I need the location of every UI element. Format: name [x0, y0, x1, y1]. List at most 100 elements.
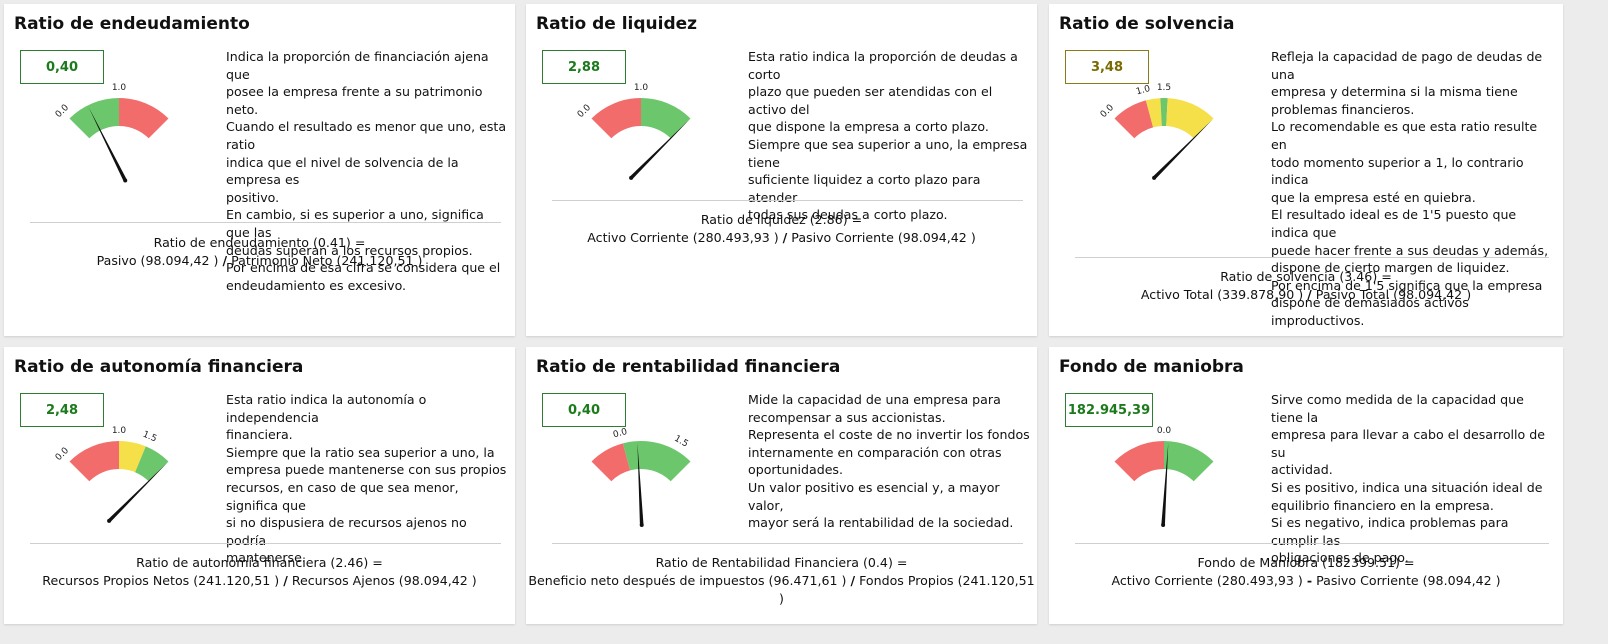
- card-title: Ratio de endeudamiento: [14, 14, 250, 34]
- value-box: 2,48: [20, 393, 104, 427]
- description: Indica la proporción de financiación aje…: [226, 48, 508, 294]
- description-line: Mide la capacidad de una empresa para: [748, 392, 1001, 407]
- description-line: Refleja la capacidad de pago de deudas d…: [1271, 49, 1543, 82]
- divider: [552, 200, 1023, 201]
- card-ratio-endeudamiento: Ratio de endeudamiento 0,40 0.0 1.0 Indic…: [4, 4, 515, 336]
- formula-line2: Beneficio neto después de impuestos (96.…: [526, 572, 1037, 608]
- description-line: oportunidades.: [748, 462, 844, 478]
- formula-right: Patrimonio Neto (241.120,51 ): [231, 253, 423, 268]
- formula-operator: /: [1307, 287, 1312, 302]
- card-ratio-autonomia-financiera: Ratio de autonomía financiera 2,48 0.0 1.…: [4, 347, 515, 624]
- gauge-tick-label: 1.0: [1135, 84, 1152, 97]
- description-line: Un valor positivo es esencial y, a mayor…: [748, 479, 1000, 513]
- description-line: dispone de cierto margen de liquidez.: [1271, 260, 1510, 276]
- formula-line2: Activo Corriente (280.493,93 ) - Pasivo …: [1049, 572, 1563, 590]
- formula-line2: Recursos Propios Netos (241.120,51 ) / R…: [4, 572, 515, 590]
- card-title: Fondo de maniobra: [1059, 357, 1244, 377]
- description-line: plazo que pueden ser atendidas con el ac…: [748, 84, 993, 117]
- gauge-band: [1166, 98, 1214, 139]
- formula-left: Recursos Propios Netos (241.120,51 ): [42, 573, 280, 588]
- divider: [30, 222, 501, 223]
- gauge-band: [69, 441, 119, 482]
- card-fondo-de-maniobra: Fondo de maniobra 182.945,39 0.0 Sirve c…: [1049, 347, 1563, 624]
- card-title: Ratio de rentabilidad financiera: [536, 357, 841, 377]
- gauge-bands: [591, 441, 691, 482]
- formula-line1: Ratio de Rentabilidad Financiera (0.4) =: [655, 555, 908, 570]
- gauge-bands: [591, 98, 691, 139]
- description-line: actividad.: [1271, 462, 1333, 478]
- gauge-band: [1114, 100, 1154, 139]
- formula-operator: /: [782, 230, 788, 245]
- formula: Ratio de endeudamiento (0.41) = Pasivo (…: [4, 234, 515, 270]
- gauge-band: [119, 98, 169, 139]
- gauge-tick-label: 0.0: [54, 103, 71, 120]
- gauge-chart: 0.0 1.0 1.5: [54, 426, 169, 523]
- description-line: mantenerse.: [226, 550, 306, 566]
- gauge-needle-pointer: [1152, 119, 1213, 180]
- formula-right: Pasivo Corriente (98.094,42 ): [1316, 573, 1501, 588]
- gauge-needle-pointer: [637, 443, 644, 526]
- formula-operator: -: [1306, 573, 1313, 588]
- gauge-tick-label: 1.5: [141, 430, 158, 445]
- description-line: Siempre que sea superior a uno, la empre…: [748, 136, 1028, 170]
- gauge-tick-label: 1.0: [112, 83, 127, 93]
- description: Mide la capacidad de una empresa para rec…: [748, 391, 1030, 532]
- card-ratio-rentabilidad-financiera: Ratio de rentabilidad financiera 0,40 0.…: [526, 347, 1037, 624]
- description-line: empresa puede mantenerse con sus propios: [226, 462, 507, 478]
- formula-operator: /: [283, 573, 288, 588]
- gauge-needle-pointer: [88, 107, 127, 182]
- gauge-tick-label: 1.0: [112, 426, 127, 436]
- gauge-tick-label: 0.0: [1157, 426, 1172, 436]
- gauge-needle-pointer: [107, 462, 168, 523]
- gauge-tick-label: 1.0: [634, 83, 649, 93]
- gauge-needle-base: [123, 178, 128, 183]
- gauge-chart: 0.0 1.0: [576, 83, 691, 180]
- description: Esta ratio indica la proporción de deuda…: [748, 48, 1030, 224]
- gauge-needle-base: [1152, 175, 1157, 180]
- description-line: Representa el coste de no invertir los f…: [748, 427, 1030, 443]
- formula-left: Pasivo (98.094,42 ): [96, 253, 219, 268]
- description-line: Si es negativo, indica problemas para cu…: [1271, 515, 1509, 548]
- gauge-needle-pointer: [1161, 443, 1169, 526]
- formula: Ratio de autonomía financiera (2.46) = R…: [4, 554, 515, 590]
- formula-right: Pasivo Total (98.094,42 ): [1315, 287, 1472, 302]
- gauge-needle-base: [639, 522, 644, 527]
- gauge-band: [119, 441, 146, 473]
- gauge-needle-pointer: [629, 119, 690, 180]
- formula-line1: Ratio de endeudamiento (0.41) =: [153, 235, 366, 250]
- divider: [1075, 257, 1549, 258]
- gauge-needle: [1152, 119, 1213, 180]
- divider: [1075, 543, 1549, 544]
- formula-right: Pasivo Corriente (98.094,42 ): [791, 230, 976, 245]
- formula-left: Activo Total (339.878,90 ): [1140, 287, 1304, 302]
- card-title: Ratio de liquidez: [536, 14, 698, 34]
- value-box: 2,88: [542, 50, 626, 84]
- formula-line1: Ratio de liquidez (2.86) =: [700, 212, 863, 227]
- gauge-chart: 0.0 1.0: [54, 83, 169, 183]
- formula-line2: Pasivo (98.094,42 ) / Patrimonio Neto (2…: [4, 252, 515, 270]
- formula-line2: Activo Corriente (280.493,93 ) / Pasivo …: [526, 229, 1037, 247]
- gauge-tick-label: 1.5: [672, 434, 689, 450]
- description-line: puede hacer frente a sus deudas y además…: [1271, 242, 1549, 258]
- value-box: 3,48: [1065, 50, 1149, 84]
- description-line: Sirve como medida de la capacidad que ti…: [1271, 392, 1524, 425]
- formula-right: Recursos Ajenos (98.094,42 ): [291, 573, 477, 588]
- gauge-needle: [637, 443, 644, 527]
- formula-left: Beneficio neto después de impuestos (96.…: [528, 573, 847, 588]
- gauge-tick-label: 0.0: [54, 446, 71, 463]
- gauge-band: [1164, 441, 1214, 482]
- formula-line1: Fondo de Maniobra (182399.51) =: [1197, 555, 1415, 570]
- description-line: endeudamiento es excesivo.: [226, 277, 407, 293]
- gauge-band: [591, 443, 631, 482]
- gauge-ticks: 0.0: [1157, 426, 1172, 436]
- description-line: Esta ratio indica la autonomía o indepen…: [226, 392, 427, 425]
- formula-operator: /: [222, 253, 228, 268]
- formula-left: Activo Corriente (280.493,93 ): [1111, 573, 1303, 588]
- value-box: 182.945,39: [1065, 393, 1153, 427]
- description-line: Indica la proporción de financiación aje…: [226, 49, 489, 82]
- gauge-needle-base: [107, 518, 112, 523]
- card-ratio-liquidez: Ratio de liquidez 2,88 0.0 1.0 Esta ratio…: [526, 4, 1037, 336]
- value-box: 0,40: [20, 50, 104, 84]
- gauge-tick-label: 1.5: [1157, 83, 1171, 93]
